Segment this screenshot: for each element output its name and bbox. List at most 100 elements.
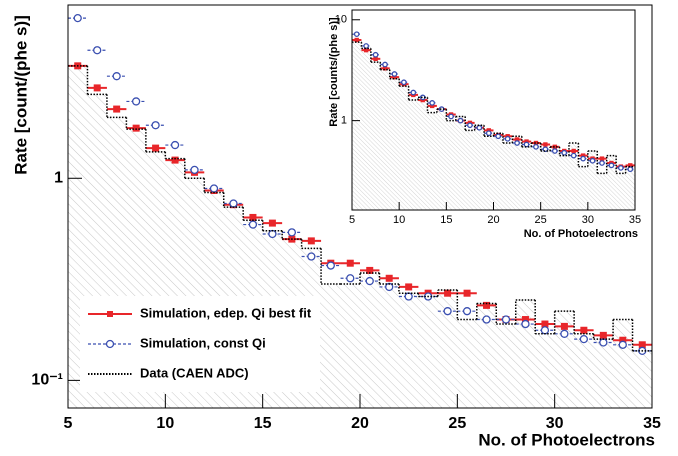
data-point [521,319,530,329]
legend-marker [105,339,115,349]
x-tick-label: 25 [535,214,547,226]
data-point [287,228,297,237]
data-hatch-bin [593,339,614,408]
data-hatch-bin [559,155,569,210]
legend-label: Data (CAEN ADC) [140,365,249,380]
data-point [171,156,179,164]
data-point [326,261,335,270]
data-point [152,144,160,152]
data-point [638,341,646,349]
data-point [571,148,576,154]
data-point [482,315,491,324]
data-point [382,61,388,68]
data-hatch-bin [476,303,497,408]
data-point [132,124,140,132]
data-hatch-bin [399,86,409,210]
data-point [131,97,141,106]
data-hatch-bin [389,78,400,210]
data-hatch-bin [484,136,494,210]
data-point [495,133,502,140]
data-point [268,229,277,239]
data-point [580,153,586,158]
data-point [599,156,605,161]
data-hatch-bin [436,109,447,210]
data-hatch-bin [625,166,635,210]
data-point [170,140,180,150]
data-point [463,289,471,297]
data-point [444,289,452,297]
data-point [307,252,316,261]
data-hatch-bin [457,319,477,408]
data-hatch-bin [427,112,437,210]
data-point [618,340,627,349]
data-hatch-bin [398,293,419,408]
data-point [366,266,374,274]
data-point [560,322,568,330]
legend-label: Simulation, const Qi [140,335,266,350]
x-tick-label: 25 [448,415,466,432]
data-hatch-bin [587,150,598,210]
data-point [363,43,369,49]
data-point [410,89,417,96]
data-point [533,143,539,150]
data-point [504,135,511,142]
data-hatch-bin [361,48,371,210]
y-tick-label: 1 [341,115,347,127]
data-point [365,276,374,286]
data-point [599,160,605,166]
data-point [151,121,160,130]
data-point [579,334,589,344]
data-hatch-bin [455,116,466,210]
data-hatch-bin [418,296,438,408]
x-axis-title: No. of Photoelectrons [478,430,655,449]
data-hatch-bin [632,350,652,408]
data-point [429,103,435,109]
data-hatch-bin [352,42,362,210]
data-hatch-bin [502,143,513,210]
data-hatch-bin [554,311,575,408]
data-point [363,47,369,53]
data-point [617,165,624,171]
data-point [249,213,257,221]
data-hatch-bin [574,333,594,408]
y-axis-title: Rate [count/(phe s)] [11,15,30,175]
y-tick-label: 10 [335,14,347,26]
data-point [580,326,588,334]
x-tick-label: 20 [351,415,369,432]
data-point [483,301,491,309]
data-point [443,307,452,316]
data-point [599,331,607,339]
data-point [404,292,413,301]
x-tick-label: 35 [629,214,641,226]
data-hatch-bin [496,324,516,408]
data-point [552,144,558,150]
data-point [514,140,520,146]
data-point [627,166,634,173]
data-hatch-bin [408,100,419,210]
data-point [385,274,393,282]
data-hatch-bin [437,290,458,408]
data-point [354,37,359,43]
data-point [346,259,354,267]
data-point [372,51,379,58]
y-tick-label: 10⁻¹ [31,372,63,389]
data-hatch-bin [340,283,360,408]
data-point [307,237,315,245]
data-hatch-bin [321,283,341,408]
data-hatch-bin [606,155,617,210]
data-hatch-bin [578,166,588,210]
data-point [551,148,558,154]
data-point [524,139,529,144]
data-point [521,316,529,324]
data-point [599,338,608,347]
data-hatch-bin [521,146,532,210]
data-point [268,219,276,227]
data-point [73,13,82,23]
data-hatch-bin [613,319,633,408]
data-hatch-bin [418,97,428,210]
data-hatch-bin [380,69,390,210]
legend-label: Simulation, edep. Qi best fit [140,305,312,320]
x-tick-label: 15 [254,415,272,432]
x-tick-label: 15 [440,214,452,226]
